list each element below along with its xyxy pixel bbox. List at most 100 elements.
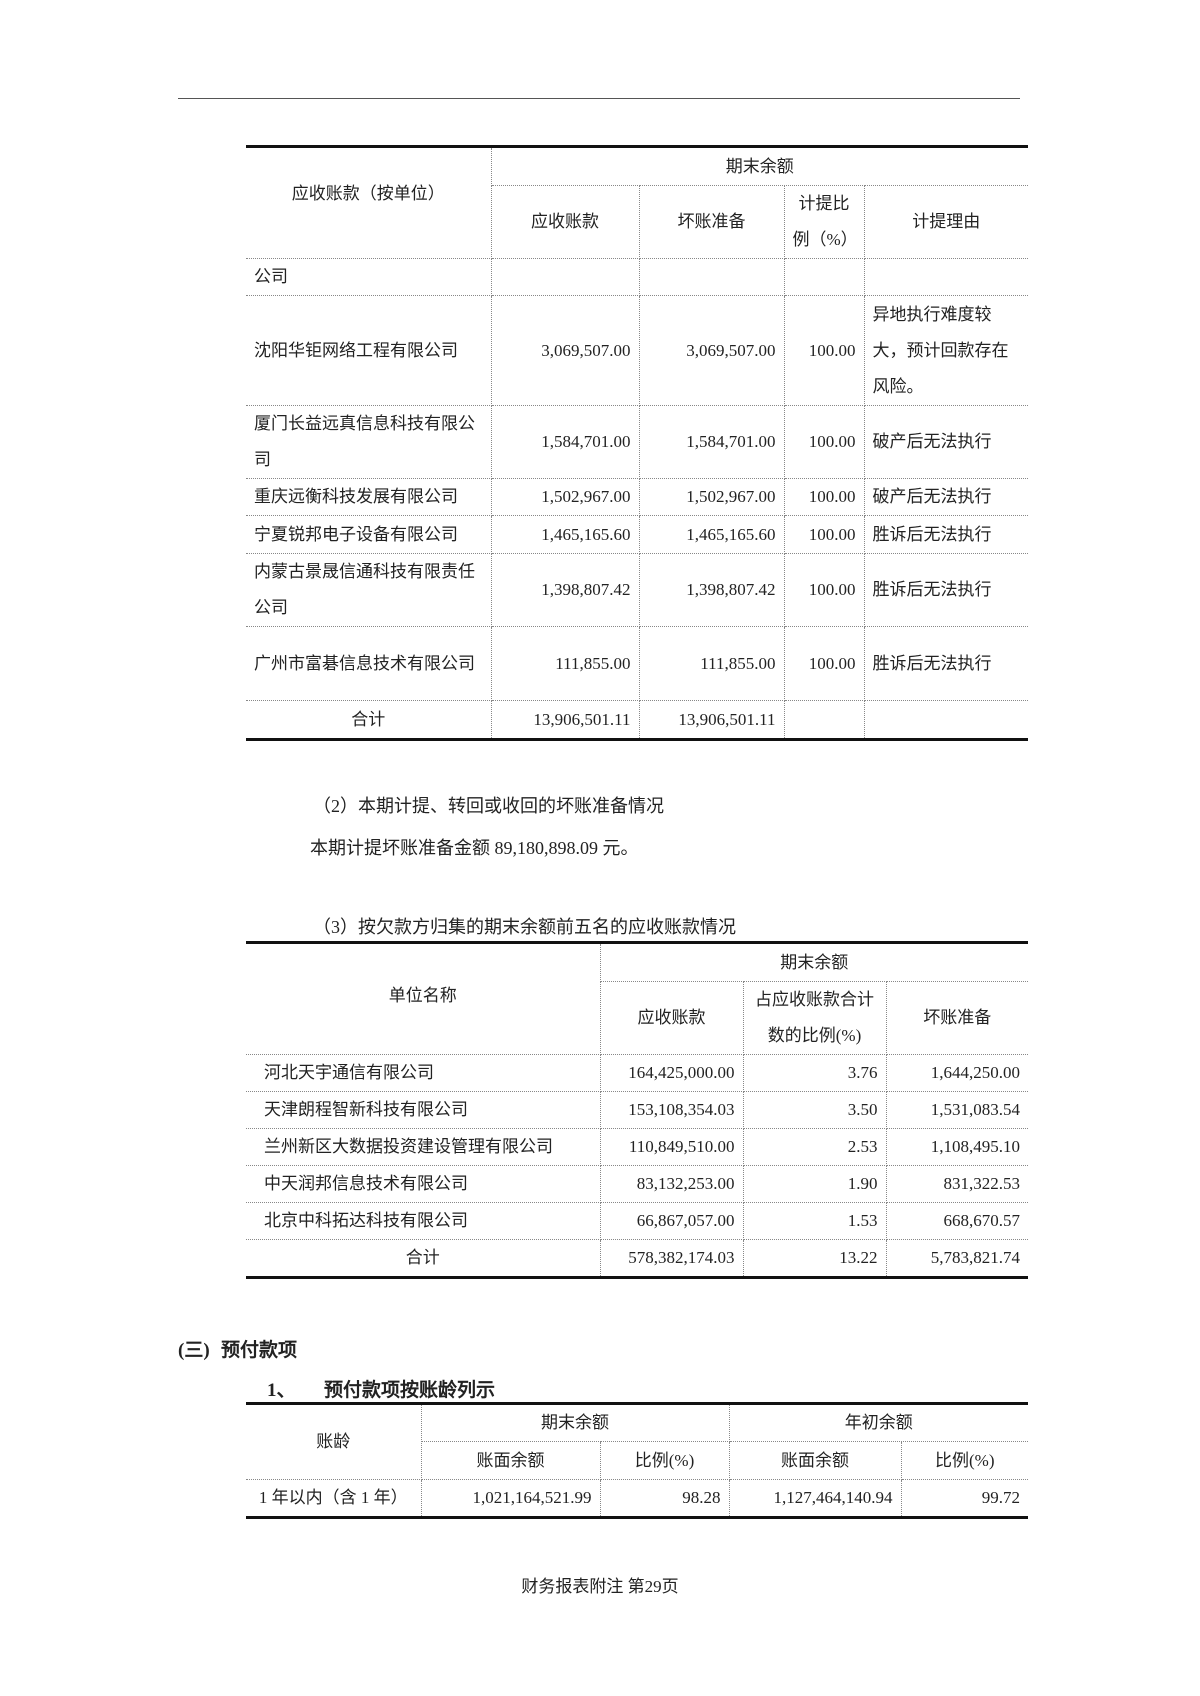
total-label: 合计 (246, 700, 492, 740)
unit-name-cell: 天津朗程智新科技有限公司 (246, 1091, 601, 1129)
unit-name-cell: 厦门长益远真信息科技有限公司 (246, 405, 492, 479)
header-unit: 应收账款（按单位） (246, 146, 492, 259)
prepayment-aging-table: 账龄 期末余额 年初余额 账面余额 比例(%) 账面余额 比例(%) 1 年以内… (246, 1402, 1028, 1519)
total-ratio (783, 700, 865, 740)
ratio-cell: 100.00 (783, 478, 865, 516)
ratio-cell (783, 258, 865, 296)
total-receivable: 578,382,174.03 (599, 1239, 744, 1278)
bad-debt-cell: 1,502,967.00 (638, 478, 785, 516)
bad-debt-cell: 1,108,495.10 (885, 1128, 1029, 1166)
receivable-cell: 1,398,807.42 (490, 553, 640, 627)
bad-debt-cell: 1,531,083.54 (885, 1091, 1029, 1129)
header-ratio: 计提比例（%） (783, 185, 865, 259)
ratio-cell: 3.76 (742, 1054, 887, 1092)
top-five-receivables-table: 单位名称 期末余额 应收账款 占应收账款合计数的比例(%) 坏账准备 河北天宇通… (246, 941, 1029, 1279)
receivable-cell: 66,867,057.00 (599, 1202, 744, 1240)
reason-cell: 破产后无法执行 (863, 478, 1028, 516)
receivable-cell (490, 258, 640, 296)
header-ratio: 占应收账款合计数的比例(%) (742, 981, 887, 1055)
table-row: 宁夏锐邦电子设备有限公司 1,465,165.60 1,465,165.60 100.… (246, 515, 1028, 554)
table-total-row: 合计 13,906,501.11 13,906,501.11 (246, 700, 1028, 740)
header-receivable: 应收账款 (600, 981, 744, 1055)
subsection-title: 预付款项按账龄列示 (324, 1380, 496, 1401)
age-cell: 1 年以内（含 1 年） (246, 1479, 422, 1518)
receivable-cell: 1,502,967.00 (490, 478, 640, 516)
header-begin-book: 账面余额 (728, 1441, 902, 1480)
unit-name-cell: 北京中科拓达科技有限公司 (246, 1202, 601, 1240)
bad-debt-cell: 1,584,701.00 (638, 405, 785, 479)
table-row: 河北天宇通信有限公司 164,425,000.00 3.76 1,644,250.00 (246, 1054, 1029, 1092)
page-footer: 财务报表附注 第29页 (521, 1577, 679, 1596)
unit-name-cell: 重庆远衡科技发展有限公司 (246, 478, 492, 516)
unit-name-cell: 沈阳华钜网络工程有限公司 (246, 295, 492, 406)
table-row: 内蒙古景晟信通科技有限责任公司 1,398,807.42 1,398,807.42 1… (246, 553, 1028, 627)
receivable-cell: 111,855.00 (490, 626, 640, 701)
header-bad-debt: 坏账准备 (638, 185, 785, 259)
ratio-cell: 100.00 (783, 405, 865, 479)
receivable-cell: 1,465,165.60 (490, 515, 640, 554)
total-label: 合计 (246, 1239, 601, 1278)
header-unit-name: 单位名称 (246, 942, 601, 1055)
header-age: 账龄 (246, 1403, 422, 1480)
ratio-cell: 3.50 (742, 1091, 887, 1129)
section-prepay-title: 预付款项 (221, 1340, 298, 1361)
unit-name-cell: 兰州新区大数据投资建设管理有限公司 (246, 1128, 601, 1166)
receivable-cell: 153,108,354.03 (599, 1091, 744, 1129)
table-row: 北京中科拓达科技有限公司 66,867,057.00 1.53 668,670.57 (246, 1202, 1029, 1240)
unit-name-cell: 公司 (246, 258, 492, 296)
section-2-title: （2）本期计提、转回或收回的坏账准备情况 (313, 796, 664, 816)
section-2-text: 本期计提坏账准备金额 89,180,898.09 元。 (310, 838, 639, 858)
table-row: 中天润邦信息技术有限公司 83,132,253.00 1.90 831,322.53 (246, 1165, 1029, 1203)
header-end-ratio: 比例(%) (599, 1441, 730, 1480)
table-row: 厦门长益远真信息科技有限公司 1,584,701.00 1,584,701.00 10… (246, 405, 1028, 479)
receivable-cell: 110,849,510.00 (599, 1128, 744, 1166)
header-receivable: 应收账款 (491, 185, 640, 259)
unit-name-cell: 内蒙古景晟信通科技有限责任公司 (246, 553, 492, 627)
table-row: 兰州新区大数据投资建设管理有限公司 110,849,510.00 2.53 1,108… (246, 1128, 1029, 1166)
ratio-cell: 2.53 (742, 1128, 887, 1166)
header-begin-ratio: 比例(%) (900, 1441, 1028, 1480)
subsection-number: 1、 (267, 1380, 296, 1401)
unit-name-cell: 河北天宇通信有限公司 (246, 1054, 601, 1092)
receivable-cell: 3,069,507.00 (490, 295, 640, 406)
table-row: 重庆远衡科技发展有限公司 1,502,967.00 1,502,967.00 100.… (246, 478, 1028, 516)
header-period-end: 期末余额 (599, 942, 1029, 982)
reason-cell (863, 258, 1028, 296)
bad-debt-cell: 111,855.00 (638, 626, 785, 701)
total-bad-debt: 5,783,821.74 (885, 1239, 1029, 1278)
ratio-cell: 100.00 (783, 626, 865, 701)
table-row: 公司 (246, 258, 1028, 296)
reason-cell: 异地执行难度较大，预计回款存在风险。 (863, 295, 1028, 406)
reason-cell: 胜诉后无法执行 (863, 626, 1028, 701)
unit-name-cell: 广州市富碁信息技术有限公司 (246, 626, 492, 701)
bad-debt-cell: 1,644,250.00 (885, 1054, 1029, 1092)
bad-debt-cell (638, 258, 785, 296)
total-bad-debt: 13,906,501.11 (638, 700, 785, 740)
receivable-cell: 164,425,000.00 (599, 1054, 744, 1092)
begin-ratio-cell: 99.72 (900, 1479, 1028, 1518)
table-row: 1 年以内（含 1 年） 1,021,164,521.99 98.28 1,12… (246, 1479, 1028, 1518)
table-row: 沈阳华钜网络工程有限公司 3,069,507.00 3,069,507.00 100.… (246, 295, 1028, 406)
receivable-cell: 1,584,701.00 (490, 405, 640, 479)
reason-cell: 破产后无法执行 (863, 405, 1028, 479)
ratio-cell: 100.00 (783, 515, 865, 554)
header-reason: 计提理由 (863, 185, 1028, 259)
bad-debt-by-unit-table: 应收账款（按单位） 期末余额 应收账款 坏账准备 计提比例（%） 计提理由 公司… (246, 145, 1028, 741)
header-rule (178, 98, 1020, 99)
begin-book-cell: 1,127,464,140.94 (728, 1479, 902, 1518)
header-end-book: 账面余额 (421, 1441, 601, 1480)
table-row: 广州市富碁信息技术有限公司 111,855.00 111,855.00 100.00 胜… (246, 626, 1028, 701)
reason-cell: 胜诉后无法执行 (863, 515, 1028, 554)
bad-debt-cell: 668,670.57 (885, 1202, 1029, 1240)
bad-debt-cell: 1,465,165.60 (638, 515, 785, 554)
total-reason (863, 700, 1028, 740)
total-receivable: 13,906,501.11 (490, 700, 640, 740)
total-ratio: 13.22 (742, 1239, 887, 1278)
table-row: 天津朗程智新科技有限公司 153,108,354.03 3.50 1,531,083.… (246, 1091, 1029, 1129)
ratio-cell: 100.00 (783, 553, 865, 627)
ratio-cell: 1.90 (742, 1165, 887, 1203)
end-ratio-cell: 98.28 (599, 1479, 730, 1518)
unit-name-cell: 中天润邦信息技术有限公司 (246, 1165, 601, 1203)
header-year-begin: 年初余额 (728, 1403, 1028, 1442)
table-total-row: 合计 578,382,174.03 13.22 5,783,821.74 (246, 1239, 1029, 1278)
